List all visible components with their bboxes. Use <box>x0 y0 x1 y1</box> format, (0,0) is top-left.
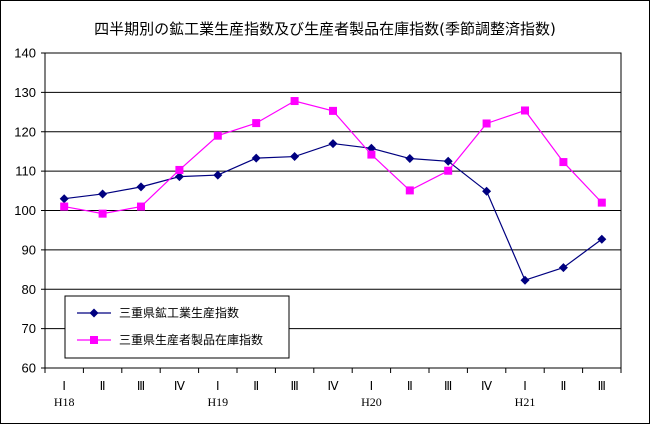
x-tick-label: Ⅰ <box>523 379 527 393</box>
data-point <box>290 152 300 162</box>
y-tick-label: 100 <box>14 203 36 218</box>
series-line-1 <box>64 142 603 281</box>
series-lines <box>59 97 607 285</box>
x-tick-label: Ⅱ <box>407 379 413 393</box>
y-tick-label: 90 <box>22 242 36 257</box>
x-tick-label: Ⅰ <box>62 379 66 393</box>
data-point <box>597 234 607 244</box>
legend-label: 三重県鉱工業生産指数 <box>119 305 239 320</box>
x-year-label: H18 <box>54 395 75 409</box>
data-point <box>444 166 453 175</box>
x-year-label: H19 <box>207 395 228 409</box>
data-point <box>405 154 415 164</box>
data-point <box>59 194 69 204</box>
y-tick-label: 130 <box>14 85 36 100</box>
x-tick-label: Ⅳ <box>327 379 338 393</box>
data-point <box>559 158 568 167</box>
y-tick-label: 80 <box>22 282 36 297</box>
chart-title: 四半期別の鉱工業生産指数及び生産者製品在庫指数(季節調整済指数) <box>94 20 556 38</box>
x-tick-label: Ⅲ <box>598 379 606 393</box>
y-tick-label: 60 <box>22 361 36 376</box>
data-point <box>136 182 146 192</box>
series-line-2 <box>64 100 603 215</box>
x-year-label: H21 <box>515 395 536 409</box>
x-tick-label: Ⅱ <box>560 379 566 393</box>
data-point <box>290 97 299 106</box>
data-point <box>328 139 338 149</box>
legend-label: 三重県生産者製品在庫指数 <box>119 332 263 347</box>
data-point <box>443 156 453 166</box>
data-point <box>98 189 108 199</box>
data-point <box>405 186 414 195</box>
x-tick-label: Ⅲ <box>290 379 298 393</box>
x-tick-label: Ⅲ <box>444 379 452 393</box>
x-tick-label: Ⅰ <box>370 379 374 393</box>
data-point <box>367 150 376 159</box>
y-tick-label: 70 <box>22 321 36 336</box>
x-year-label: H20 <box>361 395 382 409</box>
data-point <box>137 202 145 211</box>
data-point <box>213 170 223 180</box>
x-tick-label: Ⅳ <box>174 379 185 393</box>
data-point <box>521 106 529 115</box>
x-tick-label: Ⅱ <box>100 379 106 393</box>
legend-box <box>64 295 290 359</box>
y-tick-label: 140 <box>14 46 36 61</box>
data-point <box>60 202 69 211</box>
x-tick-label: Ⅰ <box>216 379 220 393</box>
axes: 60 70 80 90 100 110 120 130 140 Ⅰ Ⅱ Ⅲ Ⅳ Ⅰ Ⅱ Ⅲ Ⅳ Ⅰ Ⅱ Ⅲ Ⅳ Ⅰ Ⅱ Ⅲ H1… <box>14 46 622 409</box>
x-tick-label: Ⅳ <box>481 379 492 393</box>
data-point <box>213 131 222 140</box>
data-point <box>482 186 492 196</box>
y-tick-label: 120 <box>14 124 36 139</box>
data-point <box>520 275 530 285</box>
data-point <box>366 143 376 153</box>
gridlines <box>45 91 621 330</box>
data-point <box>558 263 568 273</box>
data-point <box>252 119 261 128</box>
x-tick-label: Ⅲ <box>137 379 145 393</box>
data-point <box>98 209 107 218</box>
data-point <box>482 119 491 128</box>
data-point <box>175 165 184 174</box>
x-tick-label: Ⅱ <box>253 379 259 393</box>
legend-marker <box>89 308 99 318</box>
legend-marker <box>90 336 98 344</box>
data-point <box>597 198 606 207</box>
data-point <box>174 172 184 182</box>
data-point <box>251 153 261 163</box>
y-tick-label: 110 <box>15 164 36 179</box>
data-point <box>329 106 337 115</box>
